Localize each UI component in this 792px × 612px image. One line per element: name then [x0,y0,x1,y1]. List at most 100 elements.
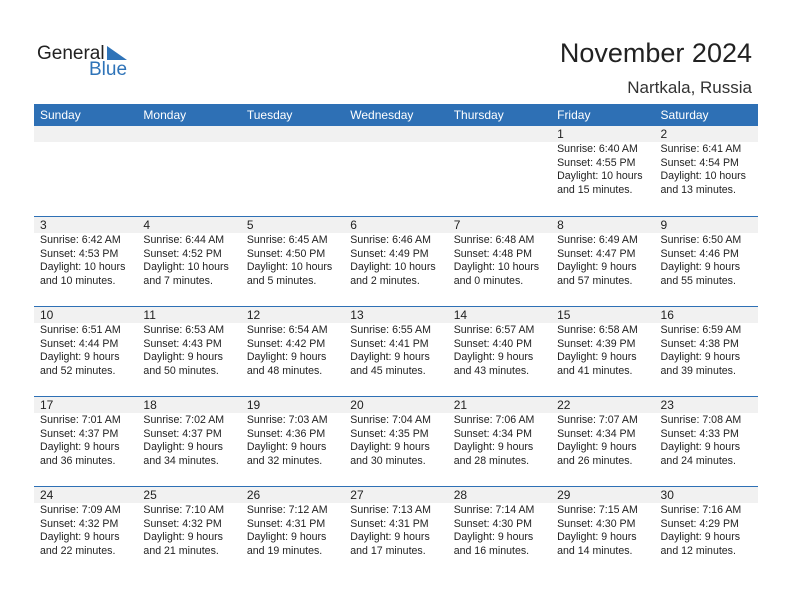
daylight-minutes-text: and 36 minutes. [40,454,116,467]
daylight-minutes-text: and 57 minutes. [557,274,633,287]
sunset-text: Sunset: 4:47 PM [557,247,636,260]
week-row: 3 Sunrise: 6:42 AM Sunset: 4:53 PM Daylight… [34,216,758,306]
sunrise-text: Sunrise: 6:53 AM [143,324,225,336]
sunrise-text: Sunrise: 7:12 AM [246,504,328,516]
day-cell: 8 Sunrise: 6:49 AM Sunset: 4:47 PM Daylight… [551,217,655,306]
daylight-text: Daylight: 9 hours [557,351,637,363]
daylight-minutes-text: and 52 minutes. [40,364,116,377]
day-cell: 24 Sunrise: 7:09 AM Sunset: 4:32 PM Dayligh… [34,487,138,576]
daylight-minutes-text: and 21 minutes. [143,544,219,557]
daylight-text: Daylight: 9 hours [40,441,120,453]
day-number: 10 [34,307,138,323]
day-info: Sunrise: 7:07 AM Sunset: 4:34 PM Daylight:… [551,413,654,468]
sunset-text: Sunset: 4:31 PM [350,517,429,530]
sunset-text: Sunset: 4:34 PM [557,427,636,440]
daylight-text: Daylight: 10 hours [453,261,540,273]
day-cell: 5 Sunrise: 6:45 AM Sunset: 4:50 PM Daylight… [240,217,345,306]
sunset-text: Sunset: 4:55 PM [557,156,636,169]
day-cell: 29 Sunrise: 7:15 AM Sunset: 4:30 PM Dayligh… [551,487,655,576]
daylight-text: Daylight: 9 hours [557,441,637,453]
day-info: Sunrise: 6:53 AM Sunset: 4:43 PM Daylight:… [137,323,240,378]
logo-blue: Blue [89,59,128,80]
daylight-minutes-text: and 45 minutes. [350,364,426,377]
day-cell: 19 Sunrise: 7:03 AM Sunset: 4:36 PM Dayligh… [240,397,345,486]
day-number: 13 [344,307,448,323]
weekday-saturday: Saturday [660,108,709,122]
daylight-minutes-text: and 30 minutes. [350,454,426,467]
sunset-text: Sunset: 4:49 PM [350,247,429,260]
daylight-minutes-text: and 0 minutes. [453,274,524,287]
page-title: November 2024 [559,38,752,68]
day-number: 17 [34,397,138,413]
day-cell: 2 Sunrise: 6:41 AM Sunset: 4:54 PM Daylight… [654,126,758,216]
sunset-text: Sunset: 4:41 PM [350,337,429,350]
sunrise-text: Sunrise: 6:40 AM [557,143,638,155]
sunset-text: Sunset: 4:31 PM [246,517,326,530]
daylight-text: Daylight: 9 hours [660,441,741,453]
sunset-text: Sunset: 4:43 PM [143,337,222,350]
day-info: Sunrise: 7:01 AM Sunset: 4:37 PM Daylight:… [34,413,137,468]
sunrise-text: Sunrise: 6:48 AM [453,234,535,246]
day-cell: 20 Sunrise: 7:04 AM Sunset: 4:35 PM Dayligh… [344,397,448,486]
day-cell [34,126,138,216]
day-cell: 26 Sunrise: 7:12 AM Sunset: 4:31 PM Dayligh… [240,487,345,576]
sunrise-text: Sunrise: 7:08 AM [660,414,742,426]
day-info: Sunrise: 6:42 AM Sunset: 4:53 PM Daylight:… [34,233,137,288]
daylight-text: Daylight: 10 hours [143,261,229,273]
day-info: Sunrise: 6:49 AM Sunset: 4:47 PM Daylight:… [551,233,654,288]
day-info: Sunrise: 6:59 AM Sunset: 4:38 PM Daylight:… [655,323,758,378]
location: Nartkala, Russia [627,78,752,97]
daylight-text: Daylight: 9 hours [40,351,120,363]
day-info: Sunrise: 6:57 AM Sunset: 4:40 PM Daylight:… [448,323,551,378]
day-number: 25 [137,487,241,503]
day-cell [447,126,552,216]
day-number [137,126,241,142]
day-number: 16 [654,307,758,323]
daylight-minutes-text: and 41 minutes. [557,364,633,377]
sunset-text: Sunset: 4:34 PM [453,427,533,440]
day-info: Sunrise: 7:03 AM Sunset: 4:36 PM Daylight:… [241,413,344,468]
sunset-text: Sunset: 4:29 PM [660,517,739,530]
day-cell: 1 Sunrise: 6:40 AM Sunset: 4:55 PM Daylight… [551,126,655,216]
day-number: 1 [551,126,655,142]
day-info: Sunrise: 6:51 AM Sunset: 4:44 PM Daylight:… [34,323,137,378]
day-number: 11 [137,307,241,323]
sunrise-text: Sunrise: 7:04 AM [350,414,431,426]
sunrise-text: Sunrise: 6:50 AM [660,234,742,246]
daylight-text: Daylight: 9 hours [246,531,327,543]
day-number: 12 [240,307,345,323]
day-cell: 7 Sunrise: 6:48 AM Sunset: 4:48 PM Daylight… [447,217,552,306]
daylight-text: Daylight: 9 hours [557,531,637,543]
sunrise-text: Sunrise: 7:01 AM [40,414,121,426]
sunrise-text: Sunrise: 6:49 AM [557,234,638,246]
daylight-text: Daylight: 9 hours [453,531,534,543]
day-number [447,126,552,142]
day-info: Sunrise: 7:16 AM Sunset: 4:29 PM Daylight:… [655,503,758,558]
day-info: Sunrise: 6:45 AM Sunset: 4:50 PM Daylight:… [241,233,344,288]
day-number: 7 [447,217,552,233]
sunset-text: Sunset: 4:36 PM [246,427,326,440]
sunset-text: Sunset: 4:35 PM [350,427,429,440]
sunset-text: Sunset: 4:38 PM [660,337,739,350]
daylight-minutes-text: and 26 minutes. [557,454,633,467]
sunset-text: Sunset: 4:46 PM [660,247,739,260]
daylight-text: Daylight: 9 hours [557,261,637,273]
daylight-minutes-text: and 43 minutes. [453,364,530,377]
day-info: Sunrise: 6:40 AM Sunset: 4:55 PM Daylight:… [551,142,654,197]
sunset-text: Sunset: 4:37 PM [143,427,222,440]
day-cell [240,126,345,216]
day-number: 15 [551,307,655,323]
sunrise-text: Sunrise: 6:59 AM [660,324,742,336]
daylight-minutes-text: and 5 minutes. [246,274,317,287]
day-info: Sunrise: 6:46 AM Sunset: 4:49 PM Daylight:… [344,233,447,288]
day-info: Sunrise: 7:06 AM Sunset: 4:34 PM Daylight:… [448,413,551,468]
day-cell [344,126,448,216]
weekday-friday: Friday [557,108,591,122]
sunset-text: Sunset: 4:32 PM [40,517,119,530]
day-info: Sunrise: 6:54 AM Sunset: 4:42 PM Daylight:… [241,323,344,378]
weekday-header: Sunday Monday Tuesday Wednesday Thursday Frid… [34,104,758,126]
day-number: 8 [551,217,655,233]
day-cell: 27 Sunrise: 7:13 AM Sunset: 4:31 PM Dayligh… [344,487,448,576]
daylight-text: Daylight: 9 hours [660,261,741,273]
weekday-wednesday: Wednesday [350,108,414,122]
